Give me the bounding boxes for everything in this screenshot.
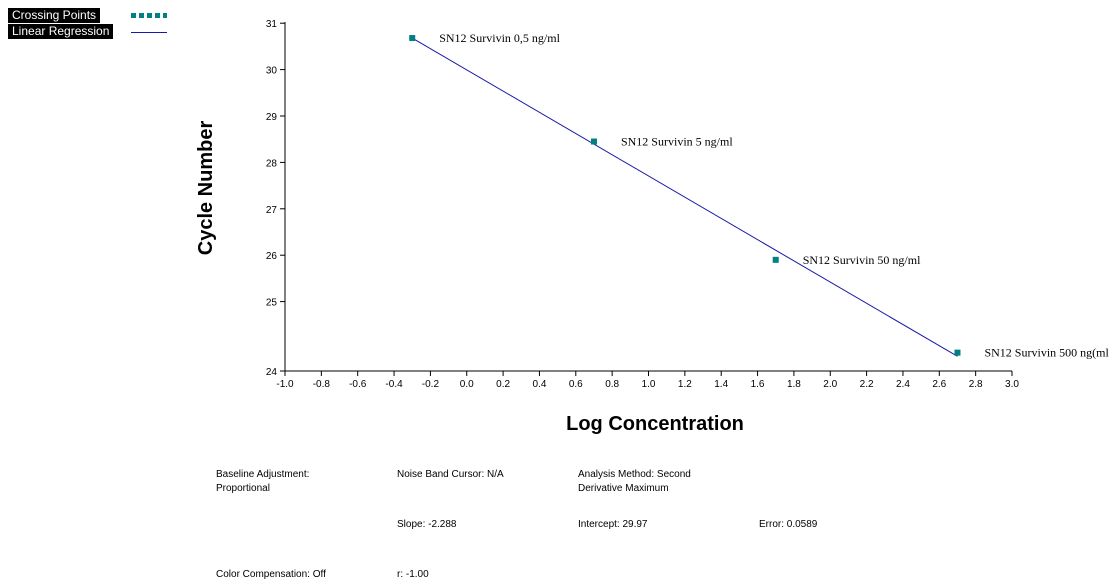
y-axis-title: Cycle Number: [195, 121, 217, 256]
y-tick-label: 24: [266, 367, 278, 378]
y-tick-label: 28: [266, 158, 278, 169]
y-tick-label: 29: [266, 112, 278, 123]
data-point: [772, 256, 779, 263]
noise-band-cursor: Noise Band Cursor: N/A: [397, 469, 504, 480]
legend-item-crossing-points: Crossing Points: [0, 8, 170, 23]
x-tick-label: 1.2: [678, 379, 692, 390]
x-tick-label: 2.8: [969, 379, 983, 390]
x-tick-label: 2.4: [896, 379, 910, 390]
x-tick-label: 0.6: [569, 379, 583, 390]
r-value: r: -1.00: [397, 569, 429, 580]
data-point: [409, 35, 416, 42]
legend-swatch-dots: [131, 13, 167, 18]
x-tick-label: 0.0: [460, 379, 474, 390]
x-tick-label: -0.8: [313, 379, 331, 390]
y-tick-label: 31: [266, 19, 278, 30]
analysis-method: Analysis Method: Second Derivative Maxim…: [578, 469, 691, 494]
legend-label: Crossing Points: [8, 8, 101, 23]
x-tick-label: -0.6: [349, 379, 367, 390]
x-axis-title: Log Concentration: [566, 413, 744, 435]
x-tick-label: 0.4: [532, 379, 546, 390]
x-tick-label: -0.2: [422, 379, 440, 390]
data-point-label: SN12 Survivin 50 ng/ml: [803, 253, 921, 267]
error-value: Error: 0.0589: [759, 519, 818, 530]
data-point-label: SN12 Survivin 5 ng/ml: [621, 135, 733, 149]
x-tick-label: 3.0: [1005, 379, 1019, 390]
data-point: [954, 349, 961, 356]
baseline-adjustment: Baseline Adjustment: Proportional: [216, 469, 310, 494]
x-tick-label: -1.0: [276, 379, 294, 390]
data-point-label: SN12 Survivin 500 ng(ml: [984, 346, 1109, 360]
x-tick-label: 2.6: [932, 379, 946, 390]
legend-label: Linear Regression: [8, 24, 114, 39]
x-tick-label: 0.8: [605, 379, 619, 390]
series: SN12 Survivin 0,5 ng/ml SN12 Survivin 5 n…: [409, 31, 1109, 360]
data-point: [590, 138, 597, 145]
x-tick-label: 1.0: [642, 379, 656, 390]
x-tick-label: 1.4: [714, 379, 728, 390]
standard-curve-chart: -1.0 -0.8 -0.6 -0.4 -0.2 0.0 0.2 0.4 0.6 0.8 1.0 1.…: [195, 19, 1109, 435]
data-point-label: SN12 Survivin 0,5 ng/ml: [439, 31, 560, 45]
axes: -1.0 -0.8 -0.6 -0.4 -0.2 0.0 0.2 0.4 0.6 0.8 1.0 1.…: [266, 19, 1020, 390]
y-tick-label: 25: [266, 298, 278, 309]
legend-swatch-line: [131, 32, 167, 33]
x-tick-label: 2.0: [823, 379, 837, 390]
x-tick-label: 0.2: [496, 379, 510, 390]
slope-value: Slope: -2.288: [397, 519, 457, 530]
y-tick-label: 26: [266, 251, 278, 262]
color-compensation: Color Compensation: Off: [216, 569, 326, 580]
x-tick-label: 1.8: [787, 379, 801, 390]
x-tick-label: 1.6: [751, 379, 765, 390]
y-tick-label: 27: [266, 205, 278, 216]
x-tick-label: 2.2: [860, 379, 874, 390]
intercept-value: Intercept: 29.97: [578, 519, 648, 530]
y-tick-label: 30: [266, 66, 278, 77]
x-tick-label: -0.4: [385, 379, 403, 390]
legend-item-linear-regression: Linear Regression: [0, 24, 170, 39]
regression-line: [411, 37, 958, 357]
